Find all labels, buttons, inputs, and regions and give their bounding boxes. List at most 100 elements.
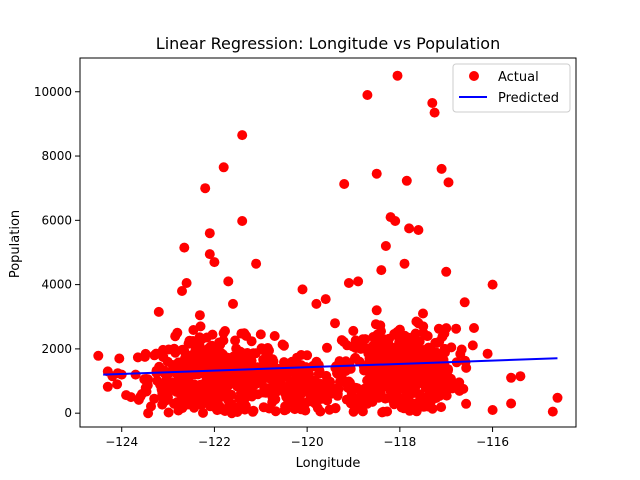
x-tick-label: −120 <box>291 435 324 449</box>
legend-actual-label: Actual <box>498 70 539 85</box>
data-point <box>205 401 216 412</box>
data-point <box>255 329 266 340</box>
data-point <box>234 373 245 384</box>
data-point <box>163 407 174 418</box>
data-point <box>181 399 192 410</box>
data-point <box>224 363 235 374</box>
data-point <box>420 359 431 370</box>
data-point <box>102 381 113 392</box>
data-point <box>435 378 446 389</box>
data-point <box>420 346 431 357</box>
data-point <box>413 225 424 235</box>
data-point <box>459 297 470 308</box>
y-tick-label: 4000 <box>41 278 72 292</box>
data-point <box>414 336 425 347</box>
data-point <box>433 323 444 334</box>
data-point <box>213 353 224 364</box>
plot-area <box>93 70 563 419</box>
data-point <box>389 374 400 385</box>
data-point <box>167 360 178 370</box>
data-point <box>515 371 526 382</box>
data-point <box>126 392 136 403</box>
data-point <box>133 394 144 405</box>
data-point <box>228 298 238 309</box>
data-point <box>456 344 467 355</box>
data-point <box>487 405 498 415</box>
data-point <box>248 348 259 359</box>
data-point <box>219 391 230 402</box>
data-point <box>280 385 290 395</box>
data-point <box>268 377 279 388</box>
x-axis: −124 −122 −120 −118 −116 <box>105 427 509 449</box>
data-point <box>258 402 269 413</box>
data-point <box>201 332 212 343</box>
data-point <box>343 376 354 387</box>
data-point <box>114 353 125 364</box>
data-point <box>210 363 221 374</box>
data-point <box>342 340 353 351</box>
data-point <box>343 278 354 288</box>
data-point <box>404 405 415 416</box>
data-point <box>220 326 230 336</box>
data-point <box>209 257 220 268</box>
data-point <box>454 385 465 396</box>
data-point <box>139 374 150 385</box>
data-point <box>239 404 250 415</box>
data-point <box>230 335 241 346</box>
data-point <box>130 369 141 380</box>
legend-predicted-label: Predicted <box>498 91 559 106</box>
data-point <box>179 242 190 253</box>
data-point <box>181 278 192 288</box>
data-point <box>214 337 225 348</box>
data-point <box>218 162 229 173</box>
data-point <box>324 404 335 415</box>
data-point <box>269 331 280 341</box>
data-point <box>436 402 447 413</box>
data-point <box>392 70 403 81</box>
data-point <box>380 241 391 251</box>
data-point <box>506 372 517 383</box>
data-point <box>291 374 301 385</box>
data-point <box>371 168 382 179</box>
data-point <box>401 175 412 186</box>
data-point <box>237 216 248 226</box>
data-point <box>437 331 448 342</box>
data-point <box>424 401 435 412</box>
x-tick-label: −122 <box>198 435 231 449</box>
data-point <box>353 276 364 287</box>
data-point <box>290 398 301 409</box>
chart-title: Linear Regression: Longitude vs Populati… <box>156 34 500 53</box>
data-point <box>330 318 340 329</box>
data-point <box>404 223 415 234</box>
data-point <box>394 324 405 335</box>
data-point <box>357 394 368 405</box>
data-point <box>371 305 382 316</box>
data-point <box>420 382 431 393</box>
y-tick-label: 0 <box>64 406 72 420</box>
data-point <box>297 284 308 295</box>
legend-box <box>452 63 571 113</box>
x-axis-label: Longitude <box>296 456 361 471</box>
data-point <box>190 350 201 361</box>
data-point <box>302 350 313 361</box>
data-point <box>156 391 167 402</box>
data-point <box>340 356 351 367</box>
data-point <box>371 333 382 344</box>
data-point <box>441 323 452 334</box>
data-point <box>391 344 402 355</box>
data-point <box>322 342 332 353</box>
legend: Actual Predicted <box>452 63 571 113</box>
data-point <box>506 398 517 409</box>
data-point <box>390 216 401 226</box>
data-point <box>416 397 427 408</box>
data-point <box>198 351 209 362</box>
data-point <box>377 407 388 418</box>
x-tick-label: −124 <box>105 435 138 449</box>
data-point <box>299 377 310 388</box>
data-point <box>211 394 222 405</box>
regression-line <box>103 357 558 376</box>
data-point <box>441 266 452 277</box>
data-point <box>461 398 472 409</box>
data-point <box>158 351 169 362</box>
data-point <box>320 294 331 305</box>
